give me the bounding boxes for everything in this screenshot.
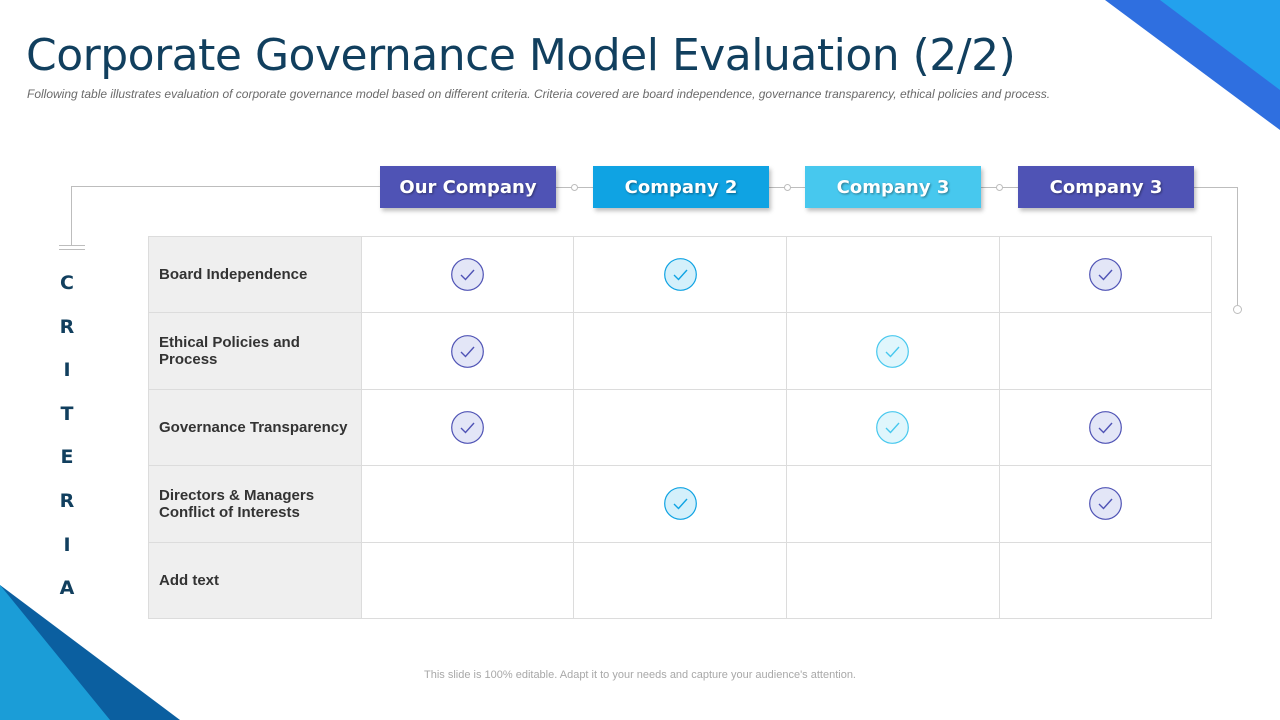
evaluation-cell — [573, 388, 788, 467]
checkmark-circle-icon — [1089, 411, 1122, 444]
page-subtitle: Following table illustrates evaluation o… — [27, 87, 1051, 101]
connector-node-right-end — [1233, 305, 1242, 314]
column-header-our-company: Our Company — [380, 166, 556, 208]
corner-decoration-top-right-inner — [1160, 0, 1280, 90]
evaluation-cell — [998, 235, 1213, 314]
criteria-label: Add text — [148, 541, 362, 619]
evaluation-cell — [573, 312, 788, 390]
evaluation-cell — [786, 388, 1000, 467]
connector-line-left-cap — [59, 245, 85, 246]
evaluation-cell — [573, 541, 788, 619]
corner-decoration-bottom-left-inner — [0, 585, 110, 720]
connector-line-top-right — [1194, 187, 1237, 188]
evaluation-cell — [998, 388, 1213, 467]
table-row: Add text — [148, 541, 1213, 619]
evaluation-cell — [360, 541, 575, 619]
connector-line-left-vertical — [71, 186, 72, 246]
criteria-vertical-label: C R I T E R I A — [52, 272, 82, 621]
evaluation-cell — [998, 541, 1213, 619]
evaluation-cell — [573, 465, 788, 543]
criteria-letter: I — [63, 533, 71, 556]
criteria-label: Ethical Policies and Process — [148, 312, 362, 390]
evaluation-cell — [360, 235, 575, 314]
checkmark-circle-icon — [876, 411, 910, 444]
criteria-letter: A — [59, 577, 75, 600]
column-header-company-2: Company 2 — [593, 166, 769, 208]
criteria-letter: T — [60, 402, 74, 425]
checkmark-circle-icon — [876, 334, 910, 368]
checkmark-circle-icon — [451, 334, 484, 368]
footer-note: This slide is 100% editable. Adapt it to… — [424, 669, 856, 681]
connector-node-2 — [784, 184, 791, 191]
evaluation-cell — [786, 235, 1000, 314]
page-title: Corporate Governance Model Evaluation (2… — [26, 30, 1016, 81]
evaluation-cell — [786, 312, 1000, 390]
checkmark-circle-icon — [451, 411, 484, 444]
criteria-letter: R — [59, 489, 75, 512]
connector-node-3 — [996, 184, 1003, 191]
table-row: Directors & Managers Conflict of Interes… — [148, 465, 1213, 543]
connector-line-left-cap-2 — [59, 249, 85, 250]
column-header-company-3-second: Company 3 — [1018, 166, 1194, 208]
evaluation-cell — [573, 235, 788, 314]
table-row: Ethical Policies and Process — [148, 312, 1213, 390]
evaluation-cell — [786, 465, 1000, 543]
connector-line-right-vertical — [1237, 187, 1238, 305]
checkmark-circle-icon — [1089, 258, 1122, 292]
evaluation-table: Board Independence Ethical Policies and P… — [148, 235, 1213, 619]
criteria-letter: R — [59, 315, 75, 338]
connector-line-top-left — [71, 186, 380, 187]
checkmark-circle-icon — [663, 487, 697, 521]
criteria-label: Board Independence — [148, 235, 362, 314]
table-row: Board Independence — [148, 235, 1213, 314]
table-row: Governance Transparency — [148, 388, 1213, 467]
checkmark-circle-icon — [663, 258, 697, 292]
connector-node-1 — [571, 184, 578, 191]
criteria-letter: I — [63, 359, 71, 382]
evaluation-cell — [998, 312, 1213, 390]
evaluation-cell — [360, 312, 575, 390]
checkmark-circle-icon — [1089, 487, 1122, 521]
evaluation-cell — [360, 388, 575, 467]
criteria-label: Directors & Managers Conflict of Interes… — [148, 465, 362, 543]
criteria-label: Governance Transparency — [148, 388, 362, 467]
evaluation-cell — [360, 465, 575, 543]
evaluation-cell — [998, 465, 1213, 543]
criteria-letter: E — [60, 446, 74, 469]
criteria-letter: C — [60, 272, 74, 294]
column-header-company-3: Company 3 — [805, 166, 981, 208]
checkmark-circle-icon — [451, 258, 484, 292]
evaluation-cell — [786, 541, 1000, 619]
